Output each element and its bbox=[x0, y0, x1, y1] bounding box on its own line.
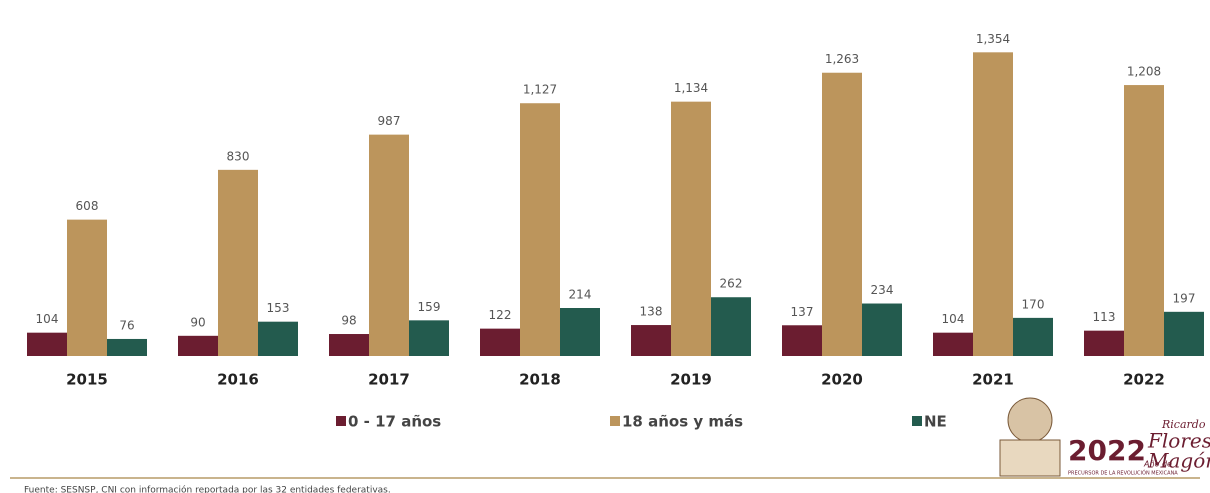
bar bbox=[369, 134, 409, 356]
legend-label: 0 - 17 años bbox=[348, 413, 441, 431]
value-label: 1,263 bbox=[825, 52, 859, 66]
value-label: 608 bbox=[76, 199, 99, 213]
logo-prefix: Año de bbox=[1143, 460, 1172, 469]
x-tick-label: 2019 bbox=[670, 371, 712, 389]
value-label: 214 bbox=[569, 288, 592, 302]
value-label: 104 bbox=[36, 312, 59, 326]
value-label: 234 bbox=[871, 283, 894, 297]
legend-swatch bbox=[336, 416, 346, 426]
value-label: 137 bbox=[791, 305, 814, 319]
bar bbox=[218, 169, 258, 356]
bar bbox=[258, 321, 298, 356]
bar bbox=[67, 219, 107, 356]
bar bbox=[329, 334, 369, 356]
bar bbox=[480, 328, 520, 356]
value-label: 76 bbox=[119, 318, 134, 332]
bar bbox=[933, 332, 973, 356]
value-label: 1,208 bbox=[1127, 65, 1161, 79]
legend-swatch bbox=[912, 416, 922, 426]
bar bbox=[1124, 85, 1164, 356]
logo-tagline: PRECURSOR DE LA REVOLUCIÓN MEXICANA bbox=[1068, 470, 1178, 477]
x-tick-label: 2022 bbox=[1123, 371, 1165, 389]
value-label: 830 bbox=[227, 149, 250, 163]
bar bbox=[27, 332, 67, 356]
source-note: Fuente: SESNSP, CNI con información repo… bbox=[24, 485, 391, 493]
logo-year: 2022 bbox=[1068, 434, 1146, 467]
legend-swatch bbox=[610, 416, 620, 426]
bar bbox=[862, 303, 902, 356]
value-label: 104 bbox=[942, 312, 965, 326]
logo-name1: Flores bbox=[1147, 429, 1210, 453]
bar bbox=[671, 101, 711, 356]
x-tick-label: 2021 bbox=[972, 371, 1014, 389]
x-tick-label: 2016 bbox=[217, 371, 259, 389]
legend-label: 18 años y más bbox=[622, 413, 743, 431]
bar bbox=[107, 338, 147, 356]
bar bbox=[1164, 311, 1204, 356]
logo-name2: Magón bbox=[1147, 449, 1210, 473]
bar bbox=[973, 52, 1013, 357]
value-label: 159 bbox=[418, 300, 441, 314]
bar bbox=[178, 335, 218, 356]
value-label: 1,127 bbox=[523, 83, 557, 97]
portrait bbox=[1007, 397, 1053, 443]
legend-label: NE bbox=[924, 413, 947, 431]
bar bbox=[1013, 317, 1053, 356]
bar bbox=[520, 103, 560, 356]
value-label: 90 bbox=[190, 315, 205, 329]
value-label: 1,354 bbox=[976, 32, 1010, 46]
bar bbox=[711, 297, 751, 356]
bar bbox=[1084, 330, 1124, 356]
value-label: 987 bbox=[378, 114, 401, 128]
value-label: 153 bbox=[267, 301, 290, 315]
value-label: 1,134 bbox=[674, 81, 708, 95]
value-label: 122 bbox=[489, 308, 512, 322]
value-label: 197 bbox=[1173, 291, 1196, 305]
x-tick-label: 2015 bbox=[66, 371, 108, 389]
value-label: 138 bbox=[640, 305, 663, 319]
bar bbox=[782, 325, 822, 356]
x-tick-label: 2020 bbox=[821, 371, 863, 389]
bar bbox=[409, 320, 449, 356]
bar bbox=[560, 308, 600, 356]
portrait-body bbox=[999, 439, 1061, 477]
value-label: 98 bbox=[341, 314, 356, 328]
bar bbox=[631, 325, 671, 356]
bar bbox=[822, 72, 862, 356]
logo: 2022 Año de Ricardo Flores Magón PRECURS… bbox=[999, 397, 1210, 477]
value-label: 262 bbox=[720, 277, 743, 291]
x-tick-label: 2017 bbox=[368, 371, 410, 389]
value-label: 113 bbox=[1093, 310, 1116, 324]
x-tick-label: 2018 bbox=[519, 371, 561, 389]
logo-first: Ricardo bbox=[1161, 418, 1206, 431]
value-label: 170 bbox=[1022, 297, 1045, 311]
